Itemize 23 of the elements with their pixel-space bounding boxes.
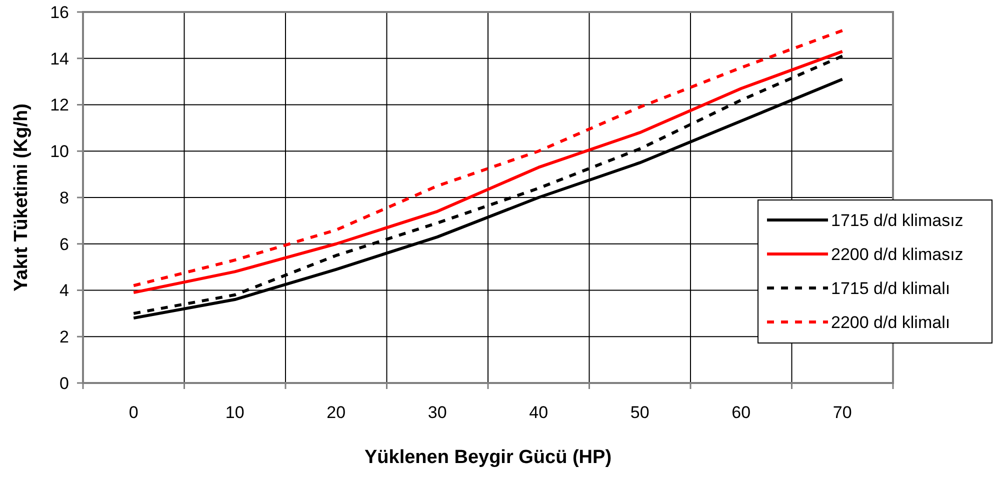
y-tick-label: 16 — [50, 2, 69, 22]
y-tick-label: 14 — [50, 49, 69, 68]
x-tick-label: 50 — [630, 403, 650, 422]
x-tick-label: 40 — [529, 403, 548, 422]
legend-label: 1715 d/d klimasız — [831, 210, 964, 230]
x-tick-label: 20 — [326, 403, 346, 422]
x-tick-label: 30 — [428, 403, 447, 422]
y-tick-label: 0 — [60, 374, 69, 393]
y-tick-label: 4 — [60, 281, 69, 300]
x-axis-title: Yüklenen Beygir Gücü (HP) — [364, 447, 612, 468]
y-tick-label: 2 — [60, 328, 69, 347]
y-tick-label: 6 — [60, 234, 69, 254]
y-axis-title: Yakıt Tüketimi (Kg/h) — [11, 104, 32, 292]
legend-label: 1715 d/d klimalı — [831, 278, 950, 298]
x-tick-label: 10 — [225, 403, 244, 422]
y-tick-label: 8 — [60, 188, 69, 208]
x-tick-label: 0 — [128, 403, 138, 422]
legend-label: 2200 d/d klimalı — [831, 312, 950, 332]
legend-label: 2200 d/d klimasız — [831, 244, 964, 264]
y-tick-label: 10 — [50, 142, 69, 162]
x-tick-label: 60 — [732, 403, 751, 422]
x-tick-label: 70 — [832, 403, 852, 422]
y-tick-label: 12 — [50, 96, 69, 115]
